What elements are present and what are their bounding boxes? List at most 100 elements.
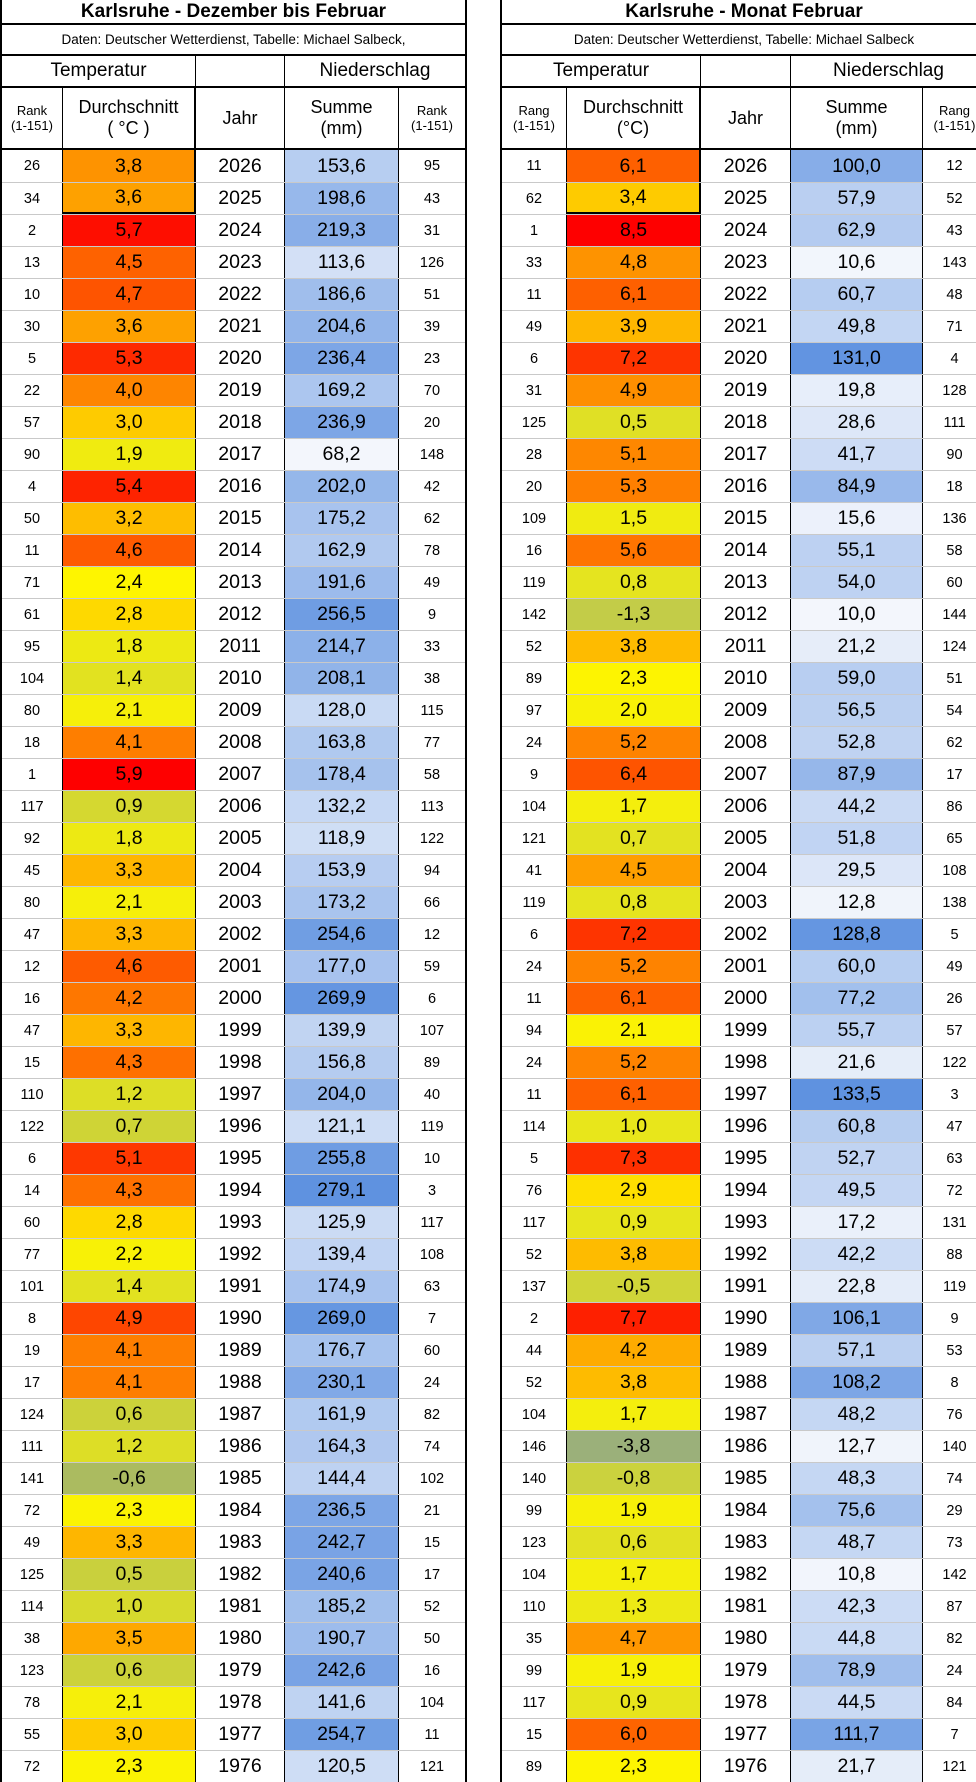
year-cell[interactable]: 2017 (701, 439, 791, 470)
year-cell[interactable]: 2001 (701, 951, 791, 982)
avg-temp-cell[interactable]: 7,7 (567, 1303, 701, 1334)
precip-sum-cell[interactable]: 191,6 (285, 567, 399, 598)
year-cell[interactable]: 2023 (196, 247, 285, 278)
precip-rank-cell[interactable]: 138 (942, 894, 967, 911)
precip-rank-cell[interactable]: 78 (423, 542, 441, 559)
year-cell[interactable]: 1998 (701, 1047, 791, 1078)
avg-temp-cell[interactable]: 2,3 (567, 1751, 701, 1782)
precip-rank-cell[interactable]: 62 (423, 510, 441, 527)
temp-rank-cell[interactable]: 41 (502, 855, 567, 886)
precip-sum-cell[interactable]: 254,7 (285, 1719, 399, 1750)
temp-rank-cell[interactable]: 119 (502, 887, 567, 918)
avg-temp-cell[interactable]: 3,6 (63, 183, 196, 214)
precip-sum-cell[interactable]: 10,6 (791, 247, 923, 278)
temp-rank-cell[interactable]: 19 (2, 1335, 63, 1366)
precip-sum-cell[interactable]: 55,7 (791, 1015, 923, 1046)
avg-temp-cell[interactable]: 1,2 (63, 1079, 196, 1110)
avg-temp-cell[interactable]: 3,3 (63, 855, 196, 886)
precip-rank-cell[interactable]: 52 (423, 1598, 441, 1615)
precip-rank-cell[interactable]: 140 (942, 1438, 967, 1455)
year-cell[interactable]: 2011 (196, 631, 285, 662)
year-cell[interactable]: 2005 (701, 823, 791, 854)
precip-sum-cell[interactable]: 204,6 (285, 311, 399, 342)
precip-rank-cell[interactable]: 6 (427, 990, 437, 1007)
temp-rank-cell[interactable]: 38 (2, 1623, 63, 1654)
avg-temp-cell[interactable]: 3,8 (567, 1367, 701, 1398)
precip-rank-cell[interactable]: 60 (423, 1342, 441, 1359)
year-cell[interactable]: 2019 (701, 375, 791, 406)
year-cell[interactable]: 1979 (196, 1655, 285, 1686)
temp-rank-cell[interactable]: 92 (2, 823, 63, 854)
precip-sum-cell[interactable]: 57,1 (791, 1335, 923, 1366)
year-cell[interactable]: 1994 (196, 1175, 285, 1206)
precip-sum-cell[interactable]: 106,1 (791, 1303, 923, 1334)
avg-temp-cell[interactable]: 1,9 (567, 1655, 701, 1686)
year-cell[interactable]: 1986 (701, 1431, 791, 1462)
year-cell[interactable]: 1976 (196, 1751, 285, 1782)
avg-temp-cell[interactable]: 3,8 (567, 1239, 701, 1270)
precip-rank-cell[interactable]: 40 (423, 1086, 441, 1103)
precip-sum-cell[interactable]: 125,9 (285, 1207, 399, 1238)
avg-temp-cell[interactable]: 1,7 (567, 1559, 701, 1590)
year-cell[interactable]: 2003 (701, 887, 791, 918)
year-cell[interactable]: 2004 (701, 855, 791, 886)
precip-sum-cell[interactable]: 132,2 (285, 791, 399, 822)
avg-temp-cell[interactable]: 1,8 (63, 631, 196, 662)
precip-sum-cell[interactable]: 208,1 (285, 663, 399, 694)
avg-temp-cell[interactable]: 1,0 (63, 1591, 196, 1622)
precip-sum-cell[interactable]: 113,6 (285, 247, 399, 278)
year-cell[interactable]: 2025 (701, 183, 791, 214)
avg-temp-cell[interactable]: 1,7 (567, 791, 701, 822)
precip-rank-cell[interactable]: 59 (423, 958, 441, 975)
avg-temp-cell[interactable]: 0,9 (63, 791, 196, 822)
avg-temp-cell[interactable]: 5,6 (567, 535, 701, 566)
temp-rank-cell[interactable]: 99 (502, 1495, 567, 1526)
temp-rank-cell[interactable]: 5 (502, 1143, 567, 1174)
precip-rank-cell[interactable]: 115 (420, 702, 444, 719)
temp-rank-cell[interactable]: 12 (2, 951, 63, 982)
precip-sum-cell[interactable]: 51,8 (791, 823, 923, 854)
avg-temp-cell[interactable]: 4,6 (63, 951, 196, 982)
temp-rank-cell[interactable]: 77 (2, 1239, 63, 1270)
year-cell[interactable]: 1999 (701, 1015, 791, 1046)
temp-rank-cell[interactable]: 35 (502, 1623, 567, 1654)
year-cell[interactable]: 1996 (701, 1111, 791, 1142)
avg-temp-cell[interactable]: 3,3 (63, 919, 196, 950)
temp-rank-cell[interactable]: 24 (502, 727, 567, 758)
year-cell[interactable]: 1993 (196, 1207, 285, 1238)
temp-rank-cell[interactable]: 110 (502, 1591, 567, 1622)
avg-temp-cell[interactable]: 3,9 (567, 311, 701, 342)
year-cell[interactable]: 1996 (196, 1111, 285, 1142)
avg-temp-cell[interactable]: 4,9 (63, 1303, 196, 1334)
precip-sum-cell[interactable]: 21,6 (791, 1047, 923, 1078)
precip-rank-cell[interactable]: 95 (423, 158, 441, 174)
precip-sum-cell[interactable]: 279,1 (285, 1175, 399, 1206)
precip-rank-cell[interactable]: 119 (942, 1278, 967, 1295)
temp-rank-cell[interactable]: 125 (2, 1559, 63, 1590)
precip-sum-cell[interactable]: 141,6 (285, 1687, 399, 1718)
precip-rank-cell[interactable]: 54 (946, 702, 963, 719)
avg-temp-cell[interactable]: 4,7 (63, 279, 196, 310)
precip-rank-cell[interactable]: 50 (423, 1630, 441, 1647)
year-cell[interactable]: 2018 (196, 407, 285, 438)
temp-rank-cell[interactable]: 8 (2, 1303, 63, 1334)
precip-sum-cell[interactable]: 153,6 (285, 150, 399, 182)
avg-temp-cell[interactable]: 5,2 (567, 951, 701, 982)
temp-rank-cell[interactable]: 22 (2, 375, 63, 406)
precip-sum-cell[interactable]: 52,7 (791, 1143, 923, 1174)
precip-sum-cell[interactable]: 256,5 (285, 599, 399, 630)
precip-rank-cell[interactable]: 87 (946, 1598, 963, 1615)
temp-rank-cell[interactable]: 55 (2, 1719, 63, 1750)
precip-rank-cell[interactable]: 108 (942, 862, 967, 879)
precip-sum-cell[interactable]: 163,8 (285, 727, 399, 758)
precip-rank-cell[interactable]: 11 (424, 1726, 440, 1743)
precip-sum-cell[interactable]: 68,2 (285, 439, 399, 470)
precip-sum-cell[interactable]: 133,5 (791, 1079, 923, 1110)
precip-rank-cell[interactable]: 15 (423, 1534, 441, 1551)
temp-rank-cell[interactable]: 78 (2, 1687, 63, 1718)
avg-temp-cell[interactable]: 5,7 (63, 215, 196, 246)
precip-sum-cell[interactable]: 108,2 (791, 1367, 923, 1398)
precip-rank-cell[interactable]: 53 (946, 1342, 963, 1359)
temp-rank-cell[interactable]: 16 (502, 535, 567, 566)
temp-rank-cell[interactable]: 24 (502, 1047, 567, 1078)
